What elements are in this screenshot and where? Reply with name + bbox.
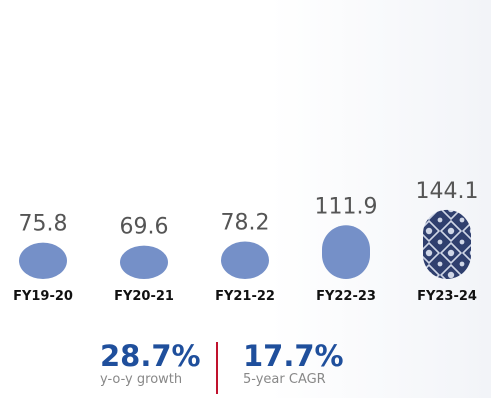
- yoy-growth-value: 28.7%: [100, 339, 201, 373]
- bar-fy22-23: [322, 225, 370, 279]
- yoy-growth-caption: y-o-y growth: [100, 372, 183, 387]
- value-label-fy21-22: 78.2: [221, 210, 270, 235]
- category-label-fy19-20: FY19-20: [13, 289, 73, 304]
- bar-chart: 75.8 69.6 78.2 111.9 144.1 FY19-20 FY20-21 FY2…: [13, 179, 479, 304]
- bar-fy19-20: [19, 242, 67, 279]
- category-label-fy20-21: FY20-21: [114, 289, 174, 304]
- cagr-value: 17.7%: [243, 339, 344, 373]
- bar-fy21-22: [221, 241, 269, 279]
- yoy-growth-stat: 28.7% y-o-y growth: [100, 340, 201, 388]
- category-label-fy23-24: FY23-24: [417, 289, 477, 304]
- cagr-caption: 5-year CAGR: [243, 372, 326, 387]
- stats-divider: [216, 342, 218, 394]
- category-label-fy22-23: FY22-23: [316, 289, 376, 304]
- value-label-fy20-21: 69.6: [120, 215, 169, 240]
- value-label-fy23-24: 144.1: [416, 179, 479, 204]
- value-label-fy19-20: 75.8: [19, 212, 68, 237]
- value-label-fy22-23: 111.9: [315, 194, 378, 219]
- bar-fy20-21: [120, 245, 168, 279]
- bar-fy23-24: [423, 209, 471, 279]
- summary-stats: 28.7% y-o-y growth 17.7% 5-year CAGR: [0, 340, 491, 398]
- cagr-stat: 17.7% 5-year CAGR: [243, 340, 344, 388]
- category-label-fy21-22: FY21-22: [215, 289, 275, 304]
